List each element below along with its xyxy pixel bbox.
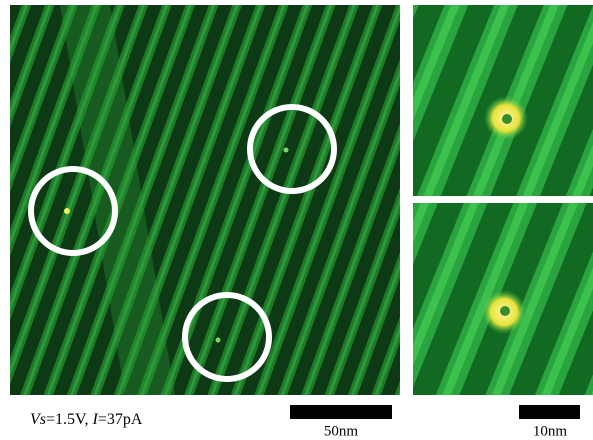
caption-part: Vs	[30, 411, 46, 428]
defect	[64, 208, 70, 214]
caption: Vs=1.5V, I=37pA	[30, 411, 143, 428]
zoom-bottom	[413, 203, 593, 395]
figure: Vs=1.5V, I=37pA 50nm 10nm	[0, 0, 593, 440]
defect	[284, 148, 289, 153]
scale-label: 10nm	[533, 423, 568, 439]
scale-label: 50nm	[324, 423, 359, 439]
stm-image	[10, 5, 400, 395]
caption-part: =1.5V,	[46, 411, 93, 428]
defect-center	[500, 306, 510, 316]
zoom-top	[413, 5, 593, 196]
scale-bar	[519, 405, 580, 419]
main-image	[10, 5, 400, 395]
defect-center	[502, 114, 512, 124]
defect	[216, 338, 221, 343]
scale-bar	[290, 405, 392, 419]
caption-part: =37pA	[98, 411, 143, 428]
